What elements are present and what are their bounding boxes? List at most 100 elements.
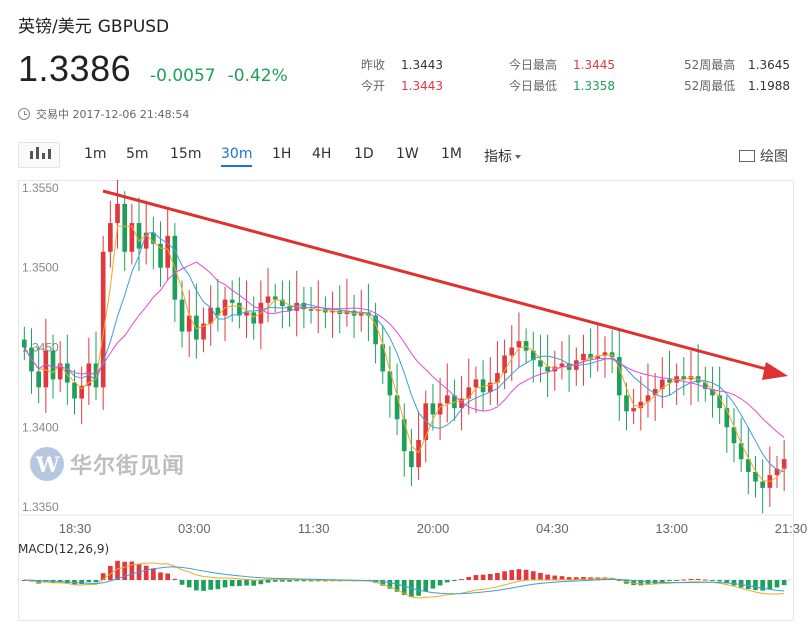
macd-bar bbox=[781, 580, 787, 586]
candle-up bbox=[143, 232, 149, 249]
macd-bar bbox=[373, 580, 378, 583]
candlestick-icon[interactable] bbox=[18, 142, 60, 168]
x-tick-label: 03:00 bbox=[178, 521, 211, 536]
period-4h[interactable]: 4H bbox=[312, 146, 332, 162]
price-chart[interactable]: 1.3550 1.3500 1.3450 1.3400 1.3350 18:30 03:00… bbox=[18, 180, 808, 625]
candle-down bbox=[373, 315, 378, 345]
candle-down bbox=[237, 302, 242, 316]
period-1h[interactable]: 1H bbox=[272, 146, 292, 162]
macd-bar bbox=[566, 577, 572, 580]
candle-up bbox=[115, 203, 120, 224]
draw-label: 绘图 bbox=[760, 149, 788, 165]
candle-down bbox=[760, 481, 765, 488]
macd-bar bbox=[186, 580, 192, 588]
indicator-menu[interactable]: 指标 bbox=[484, 146, 521, 166]
macd-bar bbox=[753, 580, 758, 591]
macd-dea-line bbox=[24, 566, 785, 595]
period-1mo[interactable]: 1M bbox=[441, 146, 462, 162]
candle-down bbox=[136, 223, 142, 249]
chevron-down-icon bbox=[515, 155, 521, 159]
candle-down bbox=[366, 312, 371, 316]
macd-bar bbox=[143, 565, 149, 580]
trend-arrow-line bbox=[102, 189, 771, 372]
price-change: -0.0057 -0.42% bbox=[150, 66, 288, 86]
wallstreetcn-logo-icon bbox=[30, 447, 64, 481]
candle-up bbox=[516, 341, 522, 348]
macd-bar bbox=[394, 580, 400, 592]
instrument-name: 英镑/美元 bbox=[18, 17, 92, 37]
macd-bar bbox=[667, 580, 672, 582]
period-30m[interactable]: 30m bbox=[221, 146, 253, 167]
candle-up bbox=[165, 235, 171, 268]
y-tick-label: 1.3350 bbox=[22, 500, 59, 514]
macd-bar bbox=[237, 580, 242, 587]
candle-down bbox=[36, 371, 41, 388]
period-5m[interactable]: 5m bbox=[126, 146, 149, 162]
change-percent: -0.42% bbox=[227, 66, 288, 86]
macd-bar bbox=[437, 580, 443, 586]
macd-bar bbox=[194, 580, 199, 591]
macd-bar bbox=[523, 569, 529, 580]
period-1d[interactable]: 1D bbox=[354, 146, 374, 162]
x-tick-label: 18:30 bbox=[59, 521, 92, 536]
candle-up bbox=[487, 382, 493, 393]
candle-down bbox=[409, 451, 414, 468]
macd-bar bbox=[179, 580, 185, 585]
candle-down bbox=[158, 243, 163, 268]
macd-bar bbox=[215, 580, 221, 590]
macd-bar bbox=[559, 576, 565, 580]
ma-fast-line bbox=[23, 225, 785, 483]
macd-bar bbox=[495, 572, 500, 580]
macd-bar bbox=[738, 580, 744, 588]
candle-up bbox=[108, 223, 113, 252]
candle-up bbox=[581, 353, 586, 361]
macd-bar bbox=[645, 580, 651, 585]
stat-value: 1.3443 bbox=[401, 79, 443, 93]
macd-bar bbox=[459, 579, 464, 581]
change-value: -0.0057 bbox=[150, 66, 216, 86]
candle-up bbox=[638, 401, 644, 409]
watermark-text: 华尔街见闻 bbox=[70, 453, 186, 479]
macd-bar bbox=[416, 580, 421, 596]
candle-down bbox=[710, 388, 715, 396]
candle-down bbox=[717, 395, 722, 409]
macd-bar bbox=[638, 580, 644, 586]
candle-down bbox=[50, 350, 56, 380]
macd-bar bbox=[731, 580, 737, 586]
candle-up bbox=[645, 395, 651, 402]
period-1w[interactable]: 1W bbox=[396, 146, 419, 162]
macd-bar bbox=[717, 580, 722, 582]
candle-up bbox=[244, 312, 249, 316]
period-1m[interactable]: 1m bbox=[84, 146, 107, 162]
stats-col-3: 52周最高 1.3645 52周最低 1.1988 bbox=[684, 55, 790, 97]
candle-up bbox=[509, 347, 515, 356]
candle-down bbox=[229, 299, 235, 303]
macd-bar bbox=[258, 580, 264, 585]
candle-down bbox=[179, 299, 185, 332]
macd-bar bbox=[172, 578, 178, 580]
candle-up bbox=[344, 310, 350, 314]
macd-bar bbox=[724, 580, 730, 584]
x-tick-label: 13:00 bbox=[655, 521, 688, 536]
macd-bar bbox=[774, 580, 780, 588]
macd-bar bbox=[444, 580, 450, 583]
macd-bar bbox=[423, 580, 429, 592]
macd-bar bbox=[487, 573, 493, 580]
macd-bar bbox=[681, 579, 687, 581]
draw-button[interactable]: 绘图 bbox=[739, 146, 788, 166]
macd-bar bbox=[767, 580, 773, 590]
status-text: 交易中 2017-12-06 21:48:54 bbox=[36, 108, 190, 121]
macd-bar bbox=[208, 580, 214, 590]
macd-bar bbox=[244, 580, 249, 586]
instrument-code: GBPUSD bbox=[97, 17, 170, 37]
macd-bar bbox=[401, 580, 407, 596]
stat-label: 52周最高 bbox=[684, 58, 736, 72]
macd-bar bbox=[151, 568, 156, 580]
macd-bar bbox=[315, 580, 321, 582]
macd-bar bbox=[108, 565, 113, 580]
macd-bar bbox=[502, 571, 507, 580]
candle-down bbox=[72, 382, 77, 399]
period-15m[interactable]: 15m bbox=[170, 146, 202, 162]
macd-bar bbox=[387, 580, 393, 589]
stat-label: 今日最高 bbox=[509, 58, 558, 72]
